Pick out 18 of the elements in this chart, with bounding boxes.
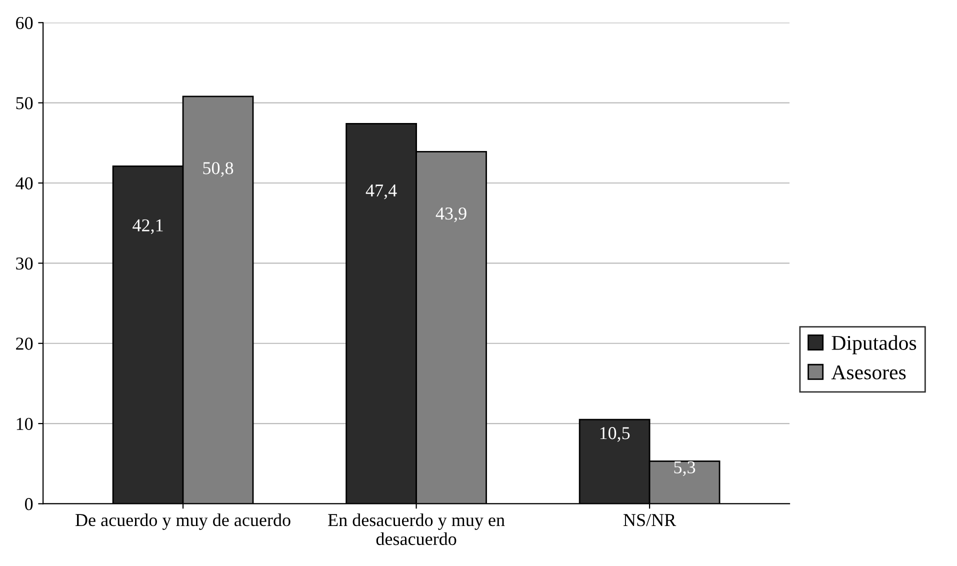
x-tick-label: En desacuerdo y muy en desacuerdo bbox=[328, 513, 505, 546]
y-tick-label: 20 bbox=[16, 338, 33, 350]
y-tick-label: 50 bbox=[16, 97, 33, 110]
legend-label: Asesores bbox=[831, 365, 906, 380]
data-label: 5,3 bbox=[674, 461, 696, 476]
y-tick-label: 60 bbox=[16, 16, 33, 30]
data-label: 42,1 bbox=[132, 219, 163, 234]
y-tick-label: 10 bbox=[16, 418, 33, 430]
data-label: 43,9 bbox=[436, 207, 466, 222]
x-tick-label: NS/NR bbox=[623, 514, 676, 526]
data-label: 50,8 bbox=[203, 162, 234, 177]
y-tick-label: 0 bbox=[25, 498, 33, 510]
x-tick-label: De acuerdo y muy de acuerdo bbox=[76, 513, 290, 530]
data-label: 10,5 bbox=[600, 427, 630, 442]
legend-label: Diputados bbox=[832, 335, 916, 354]
data-label: 47,4 bbox=[366, 184, 397, 200]
y-tick-label: 40 bbox=[16, 177, 33, 190]
y-tick-label: 30 bbox=[16, 257, 33, 270]
